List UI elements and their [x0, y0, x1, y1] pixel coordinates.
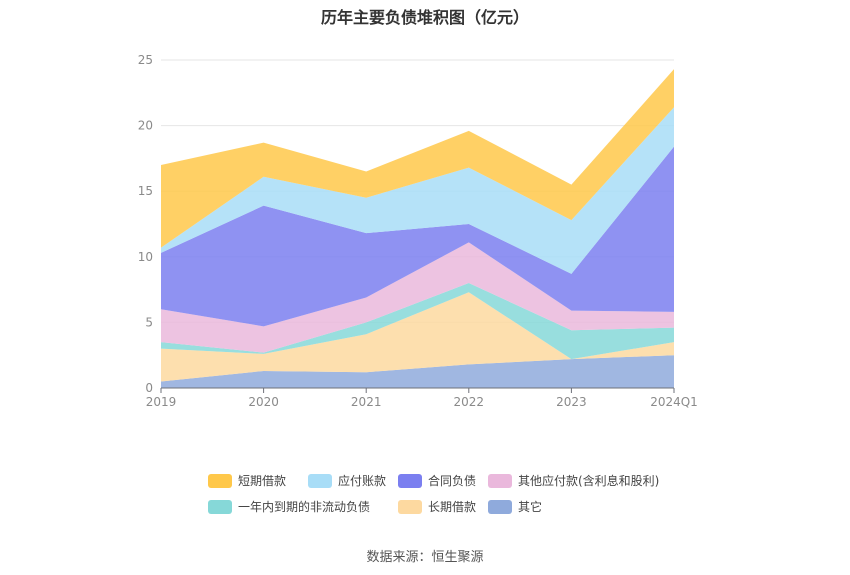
legend-label: 短期借款 — [238, 474, 287, 488]
legend-label: 其他应付款(含利息和股利) — [518, 474, 660, 488]
area-4 — [161, 242, 674, 353]
legend-item[interactable]: 长期借款 — [398, 498, 476, 515]
legend-item[interactable]: 合同负债 — [398, 472, 476, 489]
legend-swatch — [398, 499, 422, 514]
x-tick-label: 2022 — [454, 395, 485, 409]
x-tick-label: 2024Q1 — [650, 395, 698, 409]
chart-title: 历年主要负债堆积图（亿元） — [320, 8, 529, 27]
x-tick-label: 2019 — [146, 395, 177, 409]
area-5 — [161, 146, 674, 327]
legend-swatch — [488, 473, 512, 488]
y-tick-label: 0 — [145, 381, 153, 395]
legend-swatch — [208, 499, 232, 514]
legend-swatch — [208, 473, 232, 488]
y-tick-label: 20 — [138, 119, 153, 133]
legend-item[interactable]: 一年内到期的非流动负债 — [208, 498, 370, 515]
legend-swatch — [488, 499, 512, 514]
y-tick-label: 10 — [138, 250, 153, 264]
area-2 — [161, 292, 674, 382]
legend-label: 一年内到期的非流动负债 — [238, 500, 371, 514]
legend-item[interactable]: 短期借款 — [208, 472, 286, 489]
legend-label: 应付账款 — [338, 474, 387, 488]
x-tick-label: 2021 — [351, 395, 382, 409]
y-tick-label: 15 — [138, 184, 153, 198]
legend-label: 长期借款 — [428, 500, 477, 514]
area-series-group — [161, 69, 674, 388]
legend-swatch — [398, 473, 422, 488]
source-note: 数据来源：恒生聚源 — [366, 550, 484, 565]
area-6 — [161, 107, 674, 274]
y-tick-label: 5 — [145, 315, 153, 329]
x-tick-label: 2020 — [248, 395, 279, 409]
legend-item[interactable]: 其它 — [488, 498, 542, 515]
legend-item[interactable]: 应付账款 — [308, 472, 386, 489]
y-tick-label: 25 — [138, 53, 153, 67]
legend-swatch — [308, 473, 332, 488]
area-3 — [161, 283, 674, 360]
area-7 — [161, 69, 674, 248]
legend-label: 合同负债 — [428, 474, 477, 488]
legend-label: 其它 — [518, 500, 543, 514]
legend-item[interactable]: 其他应付款(含利息和股利) — [488, 472, 659, 489]
x-tick-label: 2023 — [556, 395, 587, 409]
area-1 — [161, 355, 674, 388]
axes: 0 5 10 15 20 25 2019 2020 2021 2022 2023 2024Q1 — [138, 53, 698, 409]
